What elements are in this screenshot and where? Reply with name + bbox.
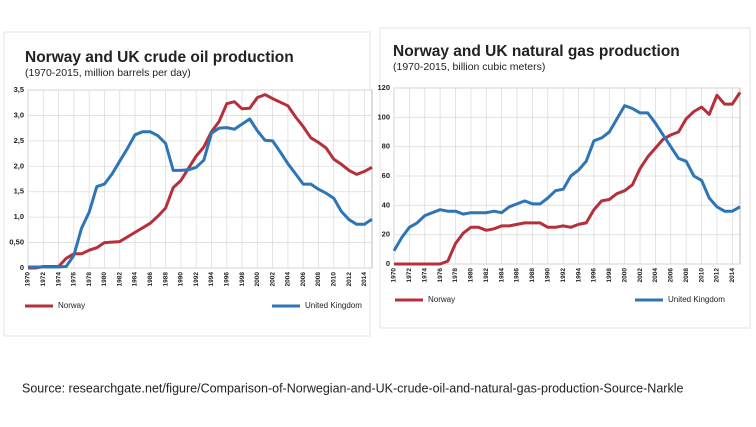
legend-label: United Kingdom [305,301,362,310]
series-line [28,117,373,269]
x-tick-label: 2010 [330,272,337,287]
x-tick-label: 1984 [132,272,139,287]
x-tick-label: 1994 [208,272,215,287]
x-tick-label: 1972 [40,272,47,287]
plot-area [27,89,373,269]
x-tick-label: 1984 [498,268,505,283]
y-tick-label: 40 [382,200,390,209]
x-tick-label: 1976 [437,268,444,283]
x-tick-label: 2014 [729,268,736,283]
y-tick-label: 0 [20,263,24,272]
x-tick-label: 1996 [591,268,598,283]
x-tick-label: 1972 [406,268,413,283]
chart-subtitle: (1970-2015, million barrels per day) [25,67,191,79]
x-tick-label: 2004 [285,272,292,287]
x-tick-label: 1988 [162,272,169,287]
x-tick-label: 1988 [529,268,536,283]
x-tick-label: 1986 [514,268,521,283]
x-tick-label: 1970 [25,272,32,287]
y-tick-label: 1,5 [14,187,24,196]
x-tick-label: 1998 [239,272,246,287]
chart-title: Norway and UK crude oil production [25,49,294,66]
x-tick-label: 2012 [714,268,721,283]
series-line [28,93,373,270]
x-tick-label: 1982 [483,268,490,283]
x-tick-label: 2012 [346,272,353,287]
y-tick-label: 0 [386,259,390,268]
x-tick-label: 2002 [637,268,644,283]
x-tick-label: 2002 [269,272,276,287]
x-tick-label: 1986 [147,272,154,287]
y-tick-label: 60 [382,171,390,180]
source: Source: researchgate.net/figure/Comparis… [22,381,683,395]
legend-label: Norway [58,301,85,310]
x-tick-label: 2006 [668,268,675,283]
series-line [394,91,742,266]
y-tick-label: 20 [382,230,390,239]
y-tick-label: 120 [377,83,390,92]
x-tick-label: 1994 [575,268,582,283]
x-tick-label: 1998 [606,268,613,283]
x-tick-label: 1978 [86,272,93,287]
x-tick-label: 1980 [468,268,475,283]
series-line [392,104,741,252]
x-tick-label: 2014 [361,272,368,287]
x-tick-label: 1992 [193,272,200,287]
legend-label: United Kingdom [668,295,725,304]
x-tick-label: 2008 [315,272,322,287]
y-tick-label: 1,0 [14,212,24,221]
x-tick-label: 2000 [254,272,261,287]
y-tick-label: 0,50 [9,238,24,247]
y-tick-label: 80 [382,142,390,151]
y-tick-label: 2,5 [14,136,24,145]
x-tick-label: 1990 [178,272,185,287]
x-tick-label: 2000 [621,268,628,283]
x-tick-label: 1982 [116,272,123,287]
y-tick-label: 3,0 [14,110,24,119]
x-tick-label: 2006 [300,272,307,287]
chart-title: Norway and UK natural gas production [393,43,680,60]
y-tick-label: 100 [377,112,390,121]
x-tick-label: 1976 [71,272,78,287]
x-tick-label: 1970 [391,268,398,283]
x-tick-label: 1974 [55,272,62,287]
x-tick-label: 1978 [452,268,459,283]
x-tick-label: 1974 [421,268,428,283]
y-tick-label: 3,5 [14,85,24,94]
x-tick-label: 1980 [101,272,108,287]
legend-label: Norway [428,295,455,304]
x-tick-label: 1990 [544,268,551,283]
x-tick-label: 2008 [683,268,690,283]
x-tick-label: 2004 [652,268,659,283]
chart-subtitle: (1970-2015, billion cubic meters) [393,61,545,73]
x-tick-label: 1996 [223,272,230,287]
x-tick-label: 2010 [698,268,705,283]
x-tick-label: 1992 [560,268,567,283]
y-tick-label: 2,0 [14,161,24,170]
